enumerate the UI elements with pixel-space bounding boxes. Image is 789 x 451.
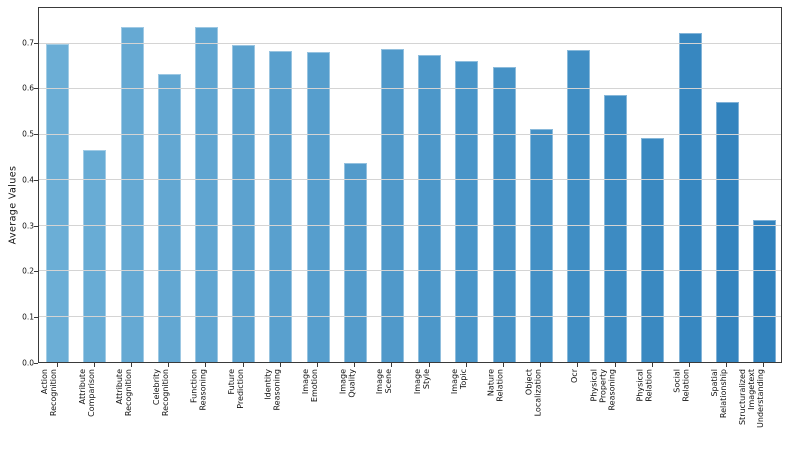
gridline-y-0.2 bbox=[39, 270, 781, 271]
x-tick-label-text: Physical Relation bbox=[635, 369, 654, 402]
bar-physical-property-reasoning bbox=[604, 95, 628, 362]
x-tick-mark bbox=[56, 363, 58, 367]
x-tick-label-text: Image Topic bbox=[449, 369, 468, 395]
y-tick-label-0.7: 0.7 bbox=[22, 37, 34, 47]
plot-area bbox=[38, 7, 782, 363]
x-tick-label-text: Social Relation bbox=[673, 369, 691, 402]
x-tick-mark bbox=[614, 363, 616, 367]
gridline-y-0.3 bbox=[39, 224, 781, 226]
y-tick-label-0.2: 0.2 bbox=[22, 266, 34, 276]
x-tick-label-text: Attribute Recognition bbox=[115, 369, 133, 417]
x-tick-label-text: Spatial Relationship bbox=[710, 369, 729, 419]
x-tick-mark bbox=[279, 363, 281, 367]
x-tick-label-text: Identity Reasoning bbox=[263, 369, 282, 411]
bar-spatial-relationship bbox=[715, 101, 739, 362]
bar-ocr bbox=[566, 50, 590, 362]
bar-image-emotion bbox=[306, 52, 330, 362]
y-tick-label-0.3: 0.3 bbox=[22, 220, 34, 230]
x-tick-label-text: Structuralized Imagetext Understanding bbox=[738, 369, 766, 428]
x-tick-mark bbox=[242, 363, 244, 367]
gridline-y-0.6 bbox=[39, 88, 781, 89]
x-tick-mark bbox=[391, 363, 393, 367]
bar-image-scene bbox=[380, 48, 404, 362]
y-tick-label-0.0: 0.0 bbox=[22, 358, 34, 368]
y-tick-mark bbox=[34, 179, 38, 181]
x-tick-mark bbox=[540, 363, 542, 367]
x-tick-mark bbox=[93, 363, 95, 367]
x-tick-mark bbox=[503, 363, 504, 367]
x-tick-mark bbox=[354, 363, 356, 367]
x-tick-label-text: Celebrity Recognition bbox=[152, 369, 171, 417]
bar-image-style bbox=[418, 54, 442, 362]
x-tick-mark bbox=[763, 363, 765, 367]
x-tick-label-text: Nature Relation bbox=[487, 369, 505, 402]
bar-object-localization bbox=[529, 129, 553, 362]
y-tick-mark bbox=[34, 271, 38, 273]
y-tick-mark bbox=[34, 134, 38, 136]
x-tick-label-text: Future Prediction bbox=[226, 369, 245, 409]
bar-future-prediction bbox=[232, 45, 256, 362]
bar-attribute-comparison bbox=[83, 149, 107, 362]
y-tick-label-0.6: 0.6 bbox=[22, 83, 34, 93]
bar-attribute-recognition bbox=[120, 26, 144, 362]
bar-structuralized-imagetext-understanding bbox=[752, 220, 776, 362]
x-tick-label-text: Image Style bbox=[412, 369, 431, 395]
y-tick-label-0.1: 0.1 bbox=[22, 312, 34, 322]
y-tick-mark bbox=[34, 363, 38, 364]
x-tick-mark bbox=[428, 363, 430, 367]
bar-image-topic bbox=[455, 60, 479, 362]
x-tick-mark bbox=[131, 363, 132, 367]
bar-function-reasoning bbox=[194, 26, 218, 362]
bar-identity-reasoning bbox=[269, 50, 293, 362]
gridline-y-0.7 bbox=[39, 42, 781, 44]
x-tick-label-text: Action Recognition bbox=[40, 369, 59, 417]
bar-nature-relation bbox=[492, 67, 516, 362]
x-tick-label-text: Attribute Comparison bbox=[77, 369, 96, 417]
x-tick-mark bbox=[317, 363, 318, 367]
bar-physical-relation bbox=[641, 138, 665, 362]
x-tick-mark bbox=[205, 363, 207, 367]
x-tick-mark bbox=[726, 363, 728, 367]
gridline-y-0.1 bbox=[39, 315, 781, 317]
gridline-y-0.4 bbox=[39, 179, 781, 180]
bar-celebrity-recognition bbox=[157, 73, 181, 362]
x-tick-mark bbox=[168, 363, 170, 367]
bar-social-relation bbox=[678, 33, 702, 362]
y-tick-mark bbox=[34, 317, 38, 319]
x-tick-label-text: Ocr bbox=[570, 369, 580, 383]
x-tick-label-text: Physical Property Reasoning bbox=[589, 369, 617, 411]
x-tick-label-text: Object Localization bbox=[524, 369, 543, 417]
y-tick-mark bbox=[34, 42, 38, 44]
x-tick-label-text: Image Emotion bbox=[301, 369, 319, 403]
x-tick-label-text: Image Quality bbox=[338, 369, 357, 398]
x-tick-mark bbox=[465, 363, 467, 367]
y-tick-mark bbox=[34, 88, 38, 90]
y-tick-label-0.5: 0.5 bbox=[22, 129, 34, 139]
bar-action-recognition bbox=[46, 43, 70, 362]
x-tick-label-text: Image Scene bbox=[375, 369, 394, 395]
bar-image-quality bbox=[343, 163, 367, 362]
x-tick-mark bbox=[689, 363, 690, 367]
gridline-y-0.5 bbox=[39, 133, 781, 135]
x-tick-label-text: Function Reasoning bbox=[189, 369, 208, 411]
x-tick-mark bbox=[577, 363, 579, 367]
y-tick-label-0.4: 0.4 bbox=[22, 175, 34, 185]
x-tick-mark bbox=[651, 363, 653, 367]
y-tick-mark bbox=[34, 225, 38, 227]
